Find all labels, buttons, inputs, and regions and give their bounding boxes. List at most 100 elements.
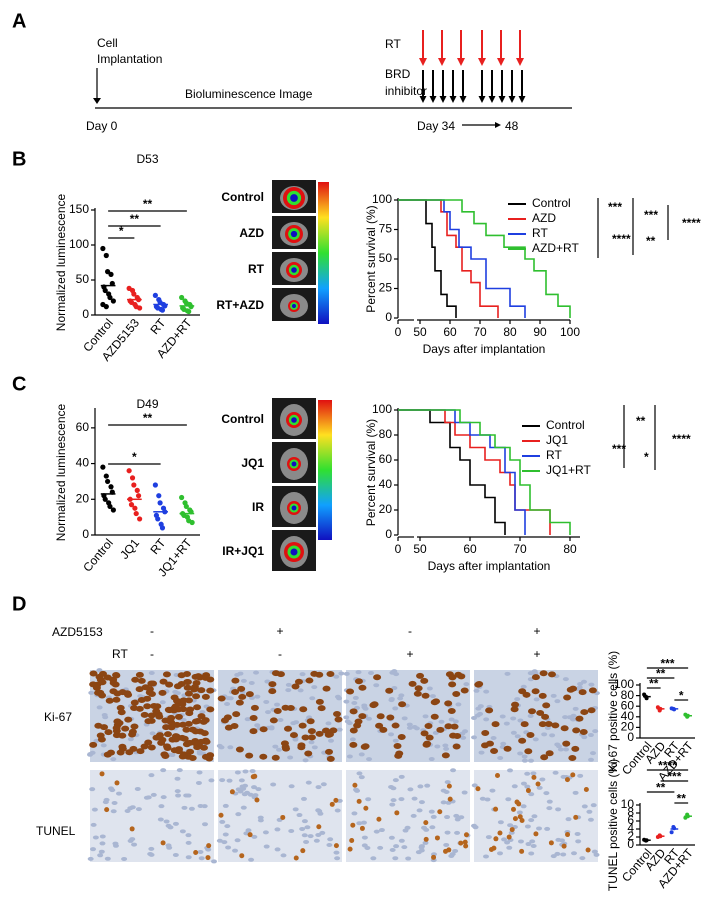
stain	[105, 697, 114, 704]
arrow-group	[419, 30, 526, 103]
nucleus	[428, 757, 435, 762]
nucleus	[107, 786, 114, 791]
nucleus	[110, 757, 117, 762]
nucleus	[398, 838, 405, 843]
stain	[490, 748, 499, 755]
stain	[193, 849, 199, 855]
nucleus	[262, 830, 269, 835]
significance: *	[119, 224, 124, 238]
nucleus	[365, 797, 372, 802]
nucleus	[216, 743, 223, 748]
nucleus	[401, 845, 408, 850]
nucleus	[327, 738, 334, 743]
stain	[229, 789, 235, 795]
nucleus	[185, 833, 192, 838]
nucleus	[263, 699, 270, 704]
stain	[522, 691, 531, 698]
label: Cell	[97, 36, 118, 50]
stain	[510, 706, 519, 713]
ihc-image	[471, 768, 600, 862]
nucleus	[398, 797, 405, 802]
label: inhibitor	[385, 84, 427, 98]
nucleus	[351, 700, 358, 705]
nucleus	[296, 813, 303, 818]
stain	[162, 724, 171, 731]
stain	[391, 722, 400, 729]
y-axis-label: Ki-67 positive cells (%)	[606, 651, 620, 772]
nucleus	[360, 820, 367, 825]
stain	[526, 732, 535, 739]
brd-arrow-head	[488, 96, 496, 103]
stain	[575, 715, 584, 722]
stain	[271, 754, 280, 761]
signal	[291, 461, 297, 467]
nucleus	[506, 845, 513, 850]
stain	[112, 672, 121, 679]
nucleus	[235, 812, 242, 817]
stain	[89, 670, 98, 677]
nucleus	[587, 757, 594, 762]
nucleus	[127, 806, 134, 811]
nucleus	[496, 851, 503, 856]
nucleus	[368, 670, 375, 675]
stain	[510, 806, 516, 812]
data-point	[179, 494, 185, 501]
data-point	[134, 487, 140, 493]
panel-label: B	[12, 148, 26, 170]
nucleus	[197, 849, 204, 854]
nucleus	[317, 811, 324, 816]
chart-title: D49	[136, 397, 158, 411]
image-label: JQ1	[241, 456, 264, 470]
stain	[425, 734, 434, 741]
nucleus	[426, 686, 433, 691]
stain	[112, 732, 121, 739]
data-point	[133, 510, 139, 517]
stain	[525, 788, 531, 794]
signal	[291, 267, 297, 273]
significance: ****	[682, 216, 701, 230]
stain	[539, 670, 548, 677]
nucleus	[539, 777, 546, 782]
label: RT	[112, 647, 128, 661]
nucleus	[172, 689, 179, 694]
y-tick-label: 60	[379, 452, 393, 466]
nucleus	[343, 715, 350, 720]
nucleus	[390, 786, 397, 791]
stain	[163, 743, 172, 750]
nucleus	[443, 746, 450, 751]
nucleus	[224, 701, 231, 706]
nucleus	[131, 842, 138, 847]
stain	[538, 692, 547, 699]
legend-label: Control	[546, 418, 585, 432]
nucleus	[302, 758, 309, 763]
nucleus	[248, 857, 255, 862]
stain	[96, 732, 105, 739]
stain	[347, 846, 353, 852]
significance: **	[677, 792, 687, 806]
data-point	[102, 496, 108, 502]
nucleus	[444, 780, 451, 785]
nucleus	[301, 819, 308, 824]
nucleus	[160, 768, 167, 773]
nucleus	[181, 805, 188, 810]
nucleus	[165, 843, 172, 848]
stain	[143, 695, 152, 702]
stain	[184, 720, 193, 727]
data-point	[157, 500, 163, 506]
nucleus	[196, 770, 203, 775]
panel-label: A	[12, 10, 26, 32]
nucleus	[405, 856, 412, 861]
nucleus	[336, 727, 343, 732]
stain	[235, 699, 244, 706]
nucleus	[365, 716, 372, 721]
nucleus	[288, 828, 295, 833]
y-axis-label: Percent survival (%)	[364, 419, 378, 526]
y-tick-label: 75	[379, 222, 393, 236]
stain	[569, 685, 578, 692]
stain	[329, 727, 338, 734]
nucleus	[501, 837, 508, 842]
data-point	[108, 271, 114, 277]
nucleus	[234, 838, 241, 843]
stain	[268, 681, 277, 688]
stain	[174, 748, 183, 755]
